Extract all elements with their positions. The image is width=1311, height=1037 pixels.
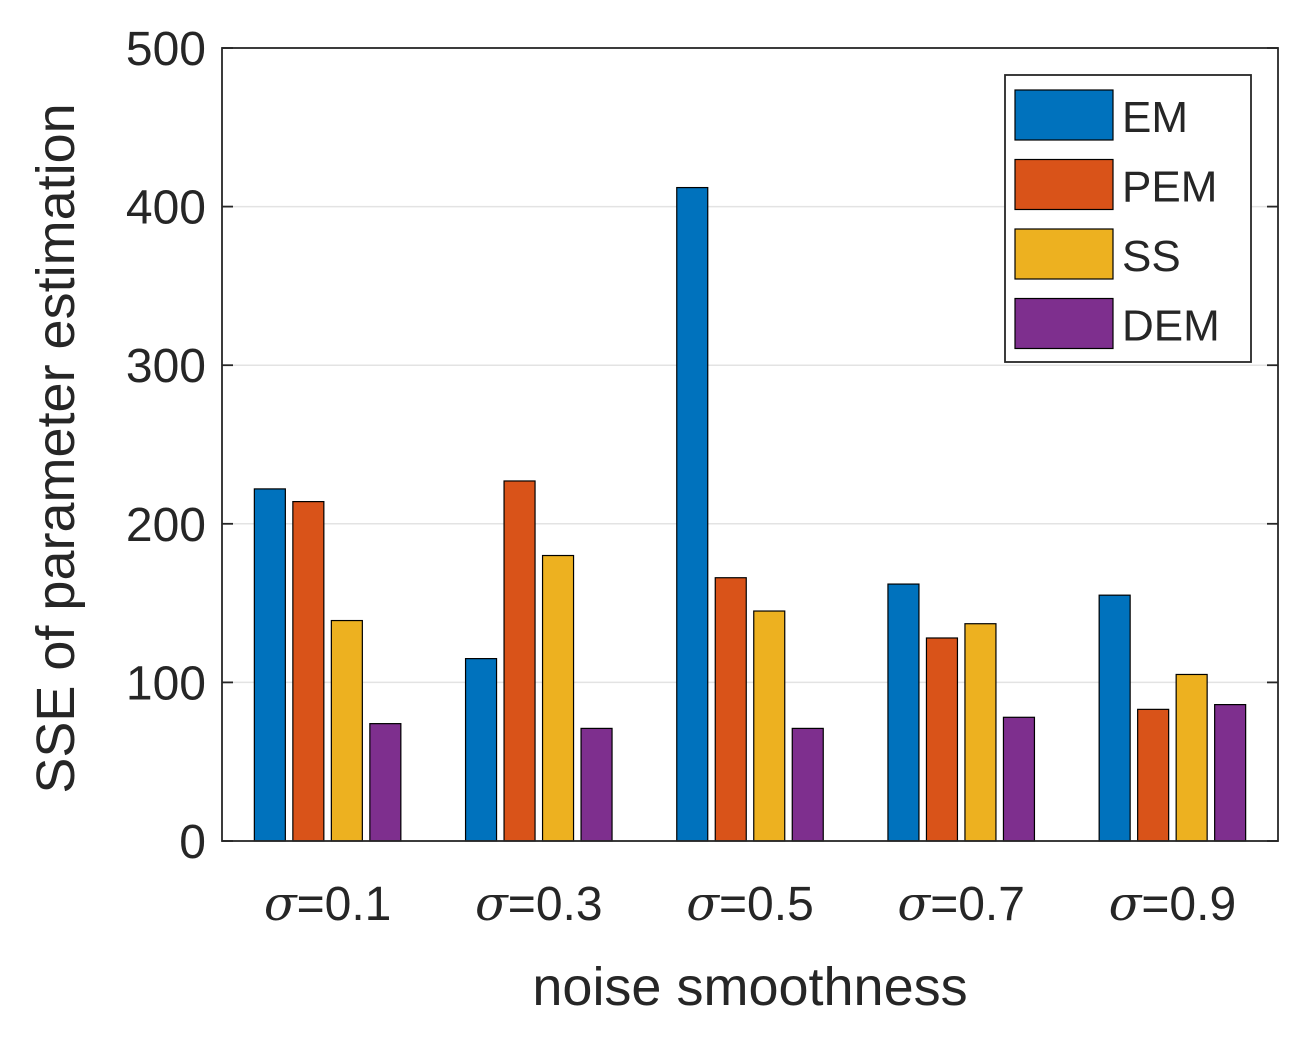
x-tick-label: σ=0.1	[264, 876, 392, 932]
bar-dem	[580, 727, 613, 842]
bar-dem	[791, 727, 824, 842]
y-tick-label: 500	[126, 23, 206, 76]
y-tick-label: 300	[126, 340, 206, 393]
bar-pem	[503, 480, 536, 842]
bar-dem	[1002, 716, 1036, 842]
legend-label-pem: PEM	[1122, 163, 1217, 212]
y-tick-label: 100	[126, 657, 206, 710]
x-tick-label: σ=0.7	[897, 876, 1025, 932]
bar-ss	[1175, 673, 1208, 842]
bar-ss	[753, 610, 786, 842]
legend-label-em: EM	[1122, 93, 1188, 142]
x-tick-label: σ=0.9	[1109, 876, 1237, 932]
legend-swatch-pem	[1014, 158, 1114, 211]
axes-box	[221, 47, 1279, 842]
bar-ss	[541, 554, 575, 842]
y-axis-title: SSE of parameter estimation	[26, 103, 86, 793]
y-tick-label: 0	[179, 816, 206, 869]
legend-label-ss: SS	[1122, 232, 1181, 281]
x-axis-title: noise smoothness	[532, 957, 967, 1017]
legend-swatch-em	[1014, 89, 1114, 141]
y-tick-label: 400	[126, 182, 206, 235]
bar-em	[887, 583, 920, 842]
bar-pem	[292, 500, 325, 842]
legend-swatch-dem	[1014, 297, 1114, 350]
bar-marks	[253, 186, 1247, 842]
legend: EM PEM SS DEM	[1004, 74, 1252, 363]
bar-pem	[714, 577, 747, 842]
y-tick-label: 200	[126, 499, 206, 552]
legend-swatch-ss	[1014, 228, 1114, 280]
axes	[221, 47, 1279, 842]
bar-em	[253, 488, 286, 842]
bar-dem	[1214, 704, 1247, 842]
bar-ss	[330, 619, 363, 842]
bar-ss	[964, 623, 997, 842]
legend-label-dem: DEM	[1122, 302, 1220, 351]
bar-em	[676, 186, 709, 842]
tick-labels: 0 100 200 300 400 500 σ=0.1 σ=0.3 σ=0.5 σ=0.7 σ=0.…	[126, 23, 1236, 932]
bar-pem	[1137, 708, 1170, 842]
x-tick-label: σ=0.3	[475, 876, 603, 932]
bar-em	[1098, 594, 1131, 842]
bar-em	[464, 658, 498, 842]
bar-dem	[369, 723, 402, 842]
x-tick-label: σ=0.5	[686, 876, 814, 932]
bar-pem	[925, 637, 959, 842]
